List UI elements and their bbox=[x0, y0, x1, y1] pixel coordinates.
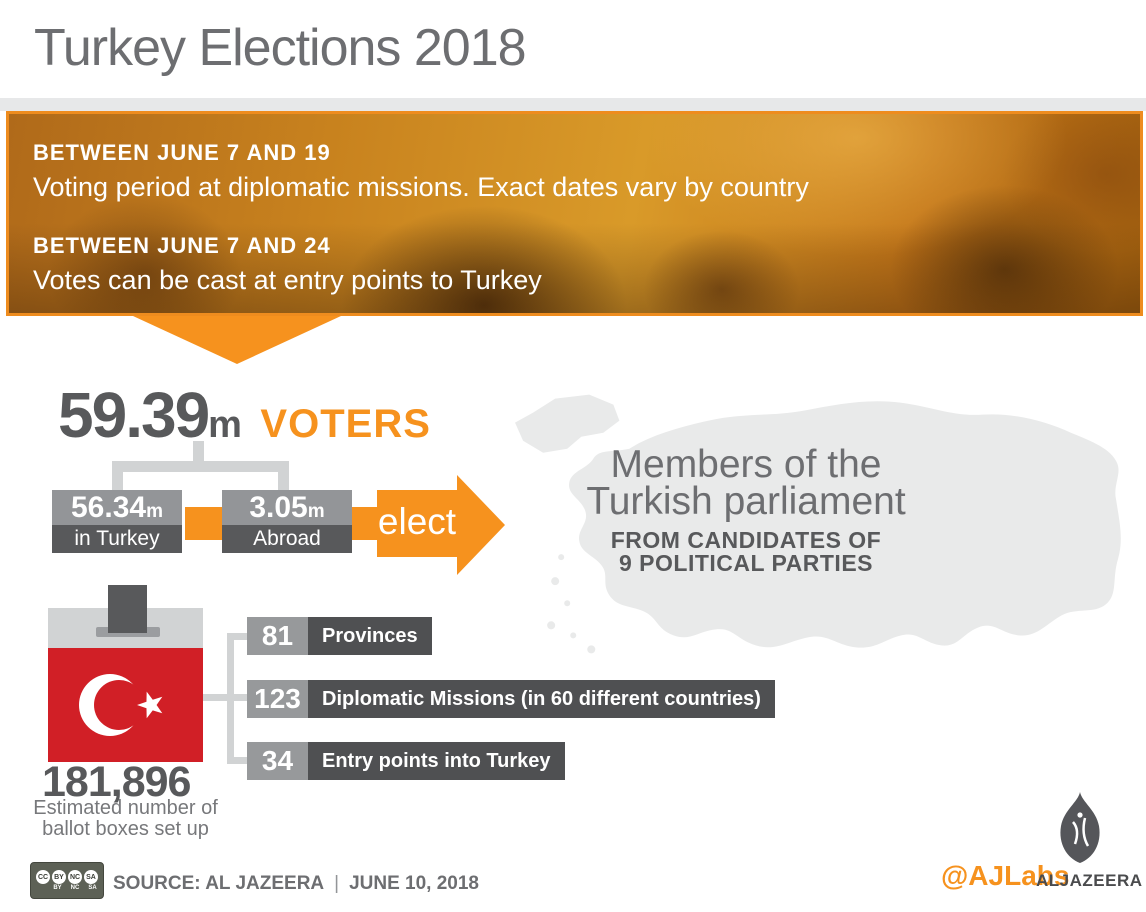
ballot-count: 181,896 bbox=[42, 758, 191, 806]
hero-banner: BETWEEN JUNE 7 AND 19 Voting period at d… bbox=[6, 111, 1143, 316]
stat-row-entry-points: 34 Entry points into Turkey bbox=[247, 742, 565, 780]
ballot-paper-icon bbox=[108, 585, 147, 633]
ballot-caption: Estimated number of ballot boxes set up bbox=[33, 797, 218, 840]
in-turkey-box: 56.34m in Turkey bbox=[52, 490, 182, 553]
by-icon: BY bbox=[52, 870, 66, 884]
banner-text-block: BETWEEN JUNE 7 AND 19 Voting period at d… bbox=[33, 140, 809, 296]
stat-label: Provinces bbox=[308, 617, 432, 655]
page-title: Turkey Elections 2018 bbox=[34, 19, 527, 77]
bracket-left bbox=[112, 461, 123, 491]
period2-heading: BETWEEN JUNE 7 AND 24 bbox=[33, 233, 331, 258]
abroad-box: 3.05m Abroad bbox=[222, 490, 352, 553]
stat-label: Diplomatic Missions (in 60 different cou… bbox=[308, 680, 775, 718]
period1-description: Voting period at diplomatic missions. Ex… bbox=[33, 172, 809, 202]
photo-shade bbox=[9, 114, 1140, 313]
stats-bracket-stub1 bbox=[227, 633, 247, 640]
abroad-label: Abroad bbox=[222, 525, 352, 553]
voters-total-line: 59.39m VOTERS bbox=[58, 378, 431, 452]
parliament-line1: Members of the bbox=[610, 443, 882, 486]
nc-icon: NC bbox=[68, 870, 82, 884]
cc-icon: CC bbox=[36, 870, 50, 884]
elect-arrow-label: elect bbox=[377, 490, 457, 557]
cc-license-badge: CC BY NC SA BY NC SA bbox=[30, 862, 104, 899]
aljazeera-wordmark: ALJAZEERA bbox=[1036, 871, 1143, 890]
source-text: SOURCE: AL JAZEERA bbox=[113, 873, 325, 894]
elect-arrow-head-icon bbox=[457, 475, 505, 575]
stat-row-diplomatic-missions: 123 Diplomatic Missions (in 60 different … bbox=[247, 680, 775, 718]
parliament-line2: Turkish parliament bbox=[586, 480, 906, 523]
parliament-text-block: Members of the Turkish parliament FROM C… bbox=[546, 443, 946, 576]
period1-heading: BETWEEN JUNE 7 AND 19 bbox=[33, 140, 331, 165]
stat-value: 123 bbox=[247, 680, 308, 718]
stat-value: 34 bbox=[247, 742, 308, 780]
date-text: JUNE 10, 2018 bbox=[349, 873, 479, 894]
voters-total: 59.39 bbox=[58, 379, 210, 451]
bracket-right bbox=[278, 461, 289, 491]
bracket-bar bbox=[112, 461, 289, 472]
turkey-map bbox=[515, 394, 1121, 654]
divider-strip bbox=[0, 98, 1146, 111]
sa-icon: SA bbox=[84, 870, 98, 884]
stat-value: 81 bbox=[247, 617, 308, 655]
parliament-line3: FROM CANDIDATES OF bbox=[610, 527, 882, 553]
voters-label: VOTERS bbox=[260, 402, 431, 446]
aljazeera-logo-icon bbox=[1060, 792, 1100, 863]
stat-row-provinces: 81 Provinces bbox=[247, 617, 432, 655]
parliament-line4: 9 POLITICAL PARTIES bbox=[618, 550, 873, 576]
abroad-value: 3.05m bbox=[222, 490, 352, 525]
period2-description: Votes can be cast at entry points to Tur… bbox=[33, 265, 542, 295]
source-line: SOURCE: AL JAZEERA | JUNE 10, 2018 bbox=[113, 873, 479, 895]
turkish-flag-icon bbox=[48, 648, 203, 762]
ajlabs-credit: @AJLabs bbox=[941, 860, 1070, 891]
stats-bracket-h bbox=[203, 694, 229, 701]
bracket-stem bbox=[193, 441, 204, 463]
stat-label: Entry points into Turkey bbox=[308, 742, 565, 780]
crowd-photo bbox=[9, 114, 1140, 313]
cc-icon-row: CC BY NC SA bbox=[36, 870, 98, 884]
in-turkey-value: 56.34m bbox=[52, 490, 182, 525]
separator: | bbox=[334, 873, 340, 894]
voters-total-unit: m bbox=[208, 404, 242, 446]
stats-bracket-stub3 bbox=[227, 757, 247, 764]
cc-label-row: BY NC SA bbox=[53, 885, 97, 891]
down-arrow-icon bbox=[133, 316, 341, 364]
stats-bracket-stub2 bbox=[227, 694, 247, 701]
in-turkey-label: in Turkey bbox=[52, 525, 182, 553]
